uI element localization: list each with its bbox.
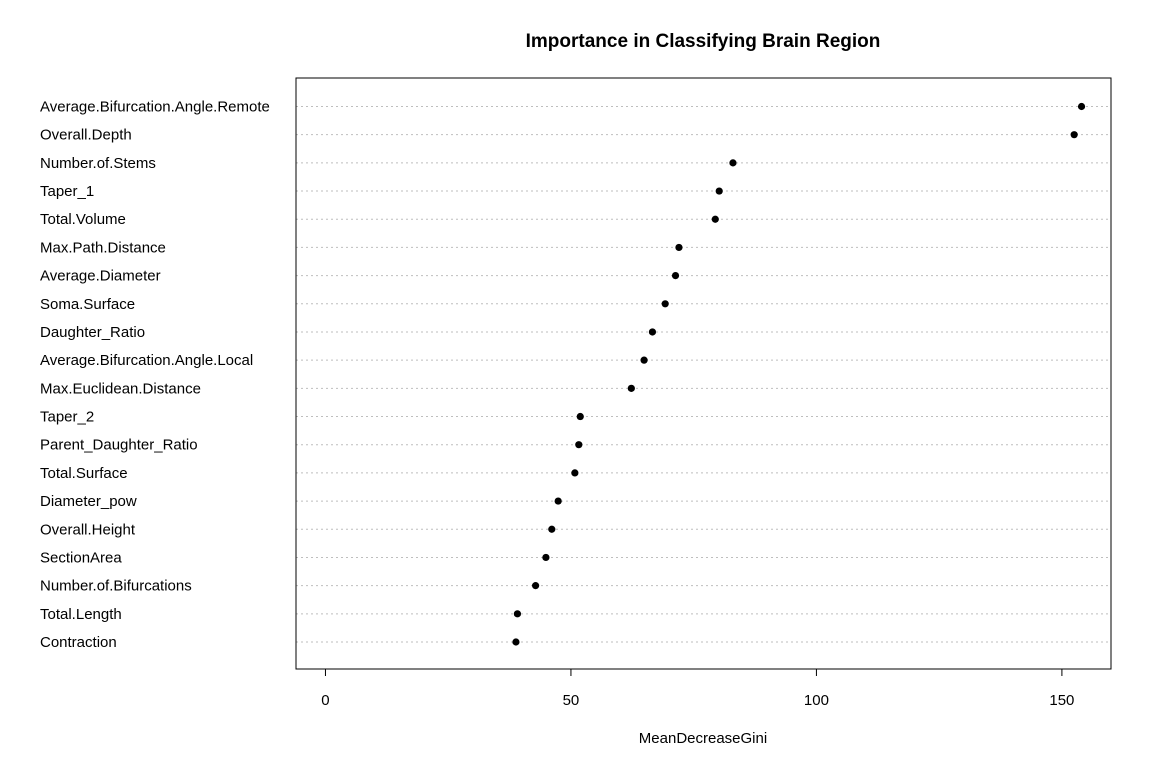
- data-point: [640, 356, 648, 364]
- data-point: [1077, 102, 1086, 111]
- category-label: Taper_1: [40, 183, 94, 200]
- data-point: [576, 412, 584, 421]
- category-label: Parent_Daughter_Ratio: [40, 437, 198, 454]
- category-label: Overall.Depth: [40, 127, 132, 144]
- data-point: [711, 215, 719, 223]
- category-label: Total.Length: [40, 606, 122, 623]
- category-label: Average.Bifurcation.Angle.Remote: [40, 99, 270, 116]
- grid-lines: [296, 106, 1111, 643]
- category-label: Taper_2: [40, 409, 94, 426]
- category-label: Contraction: [40, 634, 117, 651]
- data-point: [661, 300, 669, 308]
- chart-title: Importance in Classifying Brain Region: [526, 31, 881, 52]
- data-points: [512, 102, 1086, 646]
- data-point: [513, 610, 522, 618]
- data-point: [627, 384, 635, 392]
- category-label: Overall.Height: [40, 521, 136, 538]
- category-label: Max.Euclidean.Distance: [40, 380, 201, 397]
- data-point: [512, 638, 520, 646]
- category-label: Total.Volume: [40, 211, 126, 228]
- category-label: Number.of.Bifurcations: [40, 578, 192, 595]
- data-point: [671, 272, 680, 280]
- x-axis-label: MeanDecreaseGini: [639, 730, 767, 747]
- plot-frame: [295, 77, 1112, 670]
- data-point: [675, 243, 683, 252]
- x-axis-ticks: 0 50 100 150: [321, 669, 1074, 709]
- category-label: Diameter_pow: [40, 493, 137, 510]
- category-labels: Average.Bifurcation.Angle.Remote Overall.…: [40, 99, 270, 652]
- category-label: Daughter_Ratio: [40, 324, 145, 341]
- data-point: [571, 469, 579, 477]
- x-tick-label: 100: [804, 692, 829, 709]
- data-point: [1070, 131, 1078, 139]
- data-point: [575, 441, 583, 449]
- category-label: Soma.Surface: [40, 296, 135, 313]
- data-point: [548, 525, 556, 533]
- category-label: SectionArea: [40, 549, 122, 566]
- data-point: [729, 159, 737, 167]
- category-label: Average.Diameter: [40, 268, 161, 285]
- data-point: [648, 328, 657, 336]
- category-label: Average.Bifurcation.Angle.Local: [40, 352, 253, 369]
- x-tick-label: 150: [1049, 692, 1074, 709]
- x-tick-label: 0: [321, 692, 329, 709]
- x-tick-label: 50: [563, 692, 580, 709]
- data-point: [531, 582, 540, 590]
- category-label: Number.of.Stems: [40, 155, 156, 172]
- category-label: Max.Path.Distance: [40, 239, 166, 256]
- category-label: Total.Surface: [40, 465, 128, 482]
- data-point: [554, 497, 562, 505]
- data-point: [715, 187, 723, 195]
- data-point: [542, 553, 550, 562]
